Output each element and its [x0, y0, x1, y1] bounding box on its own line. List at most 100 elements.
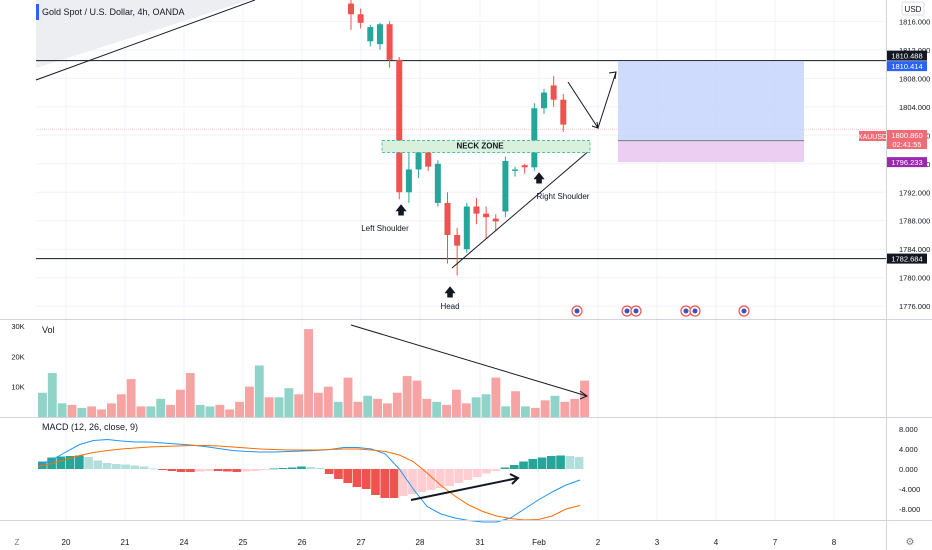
us-flag-event-icon[interactable]	[689, 305, 701, 317]
volume-bar	[363, 395, 373, 417]
volume-bar	[481, 394, 491, 417]
head-arrow-icon: 🡅	[444, 285, 456, 299]
macd-histogram-bar	[417, 469, 427, 492]
candle-body	[425, 152, 432, 167]
volume-bar	[511, 391, 520, 417]
macd-histogram-bar	[121, 464, 130, 469]
volume-bar	[530, 407, 540, 417]
head-label: Head	[440, 302, 459, 311]
candle-body	[521, 165, 528, 168]
volume-bar	[38, 392, 47, 417]
level-label-text: 1810.488	[891, 52, 922, 61]
volume-bar	[294, 394, 304, 417]
currency-label[interactable]: USD	[901, 1, 925, 16]
us-flag-event-icon[interactable]	[630, 305, 642, 317]
macd-histogram-bar	[426, 469, 436, 490]
left-shoulder-arrow-icon: 🡅	[395, 203, 407, 217]
macd-histogram-bar	[223, 469, 232, 472]
macd-histogram-bar	[75, 455, 84, 469]
macd-histogram-bar	[241, 469, 251, 472]
us-flag-event-icon[interactable]	[571, 305, 583, 317]
volume-bar	[225, 409, 235, 417]
right-shoulder-label: Right Shoulder	[537, 192, 590, 201]
macd-histogram-bar	[528, 459, 538, 469]
volume-bar	[57, 403, 67, 417]
candle-body	[531, 108, 538, 168]
volume-bar	[126, 379, 136, 417]
price-tick-label: 1792.000	[899, 188, 930, 197]
volume-bar	[491, 377, 501, 417]
macd-tick-label: -4.000	[899, 485, 920, 494]
candle-body	[348, 3, 354, 15]
macd-histogram-bar	[324, 469, 334, 474]
legend-header[interactable]: Gold Spot / U.S. Dollar, 4h, OANDA	[36, 4, 185, 20]
candles	[348, 0, 567, 276]
macd-histogram-bar	[435, 469, 445, 488]
level-label-text: 1796.233	[891, 158, 922, 167]
volume-bar	[97, 409, 106, 417]
volume-bar	[580, 380, 589, 417]
time-tick-label: 25	[239, 538, 248, 547]
volume-panel[interactable]: Vol	[38, 324, 589, 417]
macd-histogram-bar	[158, 469, 167, 470]
candle-body	[386, 24, 393, 60]
neck-zone-label: NECK ZONE	[456, 141, 504, 150]
time-axis[interactable]: Z ⚙ 20 21 24 25 26 27 28 31 Feb 2 3 4 7 8	[15, 537, 915, 548]
macd-histogram-bar	[176, 469, 186, 472]
price-panel[interactable]: NECK ZONE 🡅 Left Shoulder 🡅 Head 🡅 Right…	[35, 0, 886, 317]
volume-scale[interactable]: 30K 20K 10K	[11, 322, 24, 392]
macd-histogram-bar	[56, 456, 66, 469]
macd-histogram-bar	[139, 466, 149, 469]
candle-body	[367, 27, 374, 42]
projection-arrow-head	[608, 71, 617, 80]
volume-bar	[442, 404, 451, 417]
us-flag-event-icon[interactable]	[738, 305, 750, 317]
price-tick-label: 1780.000	[899, 274, 930, 283]
candle-body	[502, 160, 509, 212]
settings-gear-icon[interactable]: ⚙	[906, 537, 915, 548]
volume-bar	[560, 401, 570, 417]
macd-histogram-bar	[195, 469, 204, 472]
candle-body	[396, 59, 403, 193]
macd-line	[37, 438, 581, 523]
time-tick-label: 26	[298, 538, 307, 547]
macd-histogram-bar	[213, 469, 223, 471]
volume-bar	[77, 407, 87, 417]
level-label-bg	[887, 157, 927, 168]
economic-event-icons[interactable]	[571, 305, 750, 317]
us-flag-event-icon[interactable]	[621, 305, 633, 317]
macd-panel[interactable]: MACD (12, 26, close, 9)	[37, 422, 584, 523]
volume-bar	[314, 392, 323, 417]
level-label-text: 1782.684	[891, 255, 922, 264]
volume-bar	[195, 404, 205, 417]
us-flag-event-icon[interactable]	[680, 305, 692, 317]
candle-body	[463, 206, 470, 250]
volume-bar	[264, 397, 274, 417]
candle-body	[454, 234, 461, 246]
volume-bar	[422, 398, 432, 417]
gray-trend-line	[35, 0, 256, 81]
macd-histogram-bar	[389, 469, 399, 498]
volume-bar	[521, 406, 530, 417]
macd-trend-arrow	[410, 477, 519, 501]
volume-tick-label: 30K	[11, 322, 24, 331]
volume-bar	[166, 404, 175, 417]
macd-histogram-bar	[112, 464, 121, 469]
time-tick-label: 28	[416, 538, 425, 547]
zoom-button[interactable]: Z	[15, 538, 20, 547]
macd-histogram-bar	[204, 469, 214, 471]
volume-bar	[452, 389, 461, 417]
volume-bar	[67, 404, 77, 417]
macd-histogram-bar	[519, 461, 528, 469]
volume-bar	[343, 377, 353, 417]
macd-scale[interactable]: 8.000 4.000 0.000 -4.000 -8.000	[899, 425, 920, 514]
time-tick-label: 20	[62, 538, 71, 547]
macd-histogram-bar	[482, 469, 491, 474]
stop-zone	[618, 140, 804, 163]
volume-bar	[461, 403, 471, 417]
macd-histogram-bar	[537, 457, 547, 469]
symbol-title[interactable]: Gold Spot / U.S. Dollar, 4h, OANDA	[42, 7, 185, 17]
candle-body	[512, 169, 519, 171]
